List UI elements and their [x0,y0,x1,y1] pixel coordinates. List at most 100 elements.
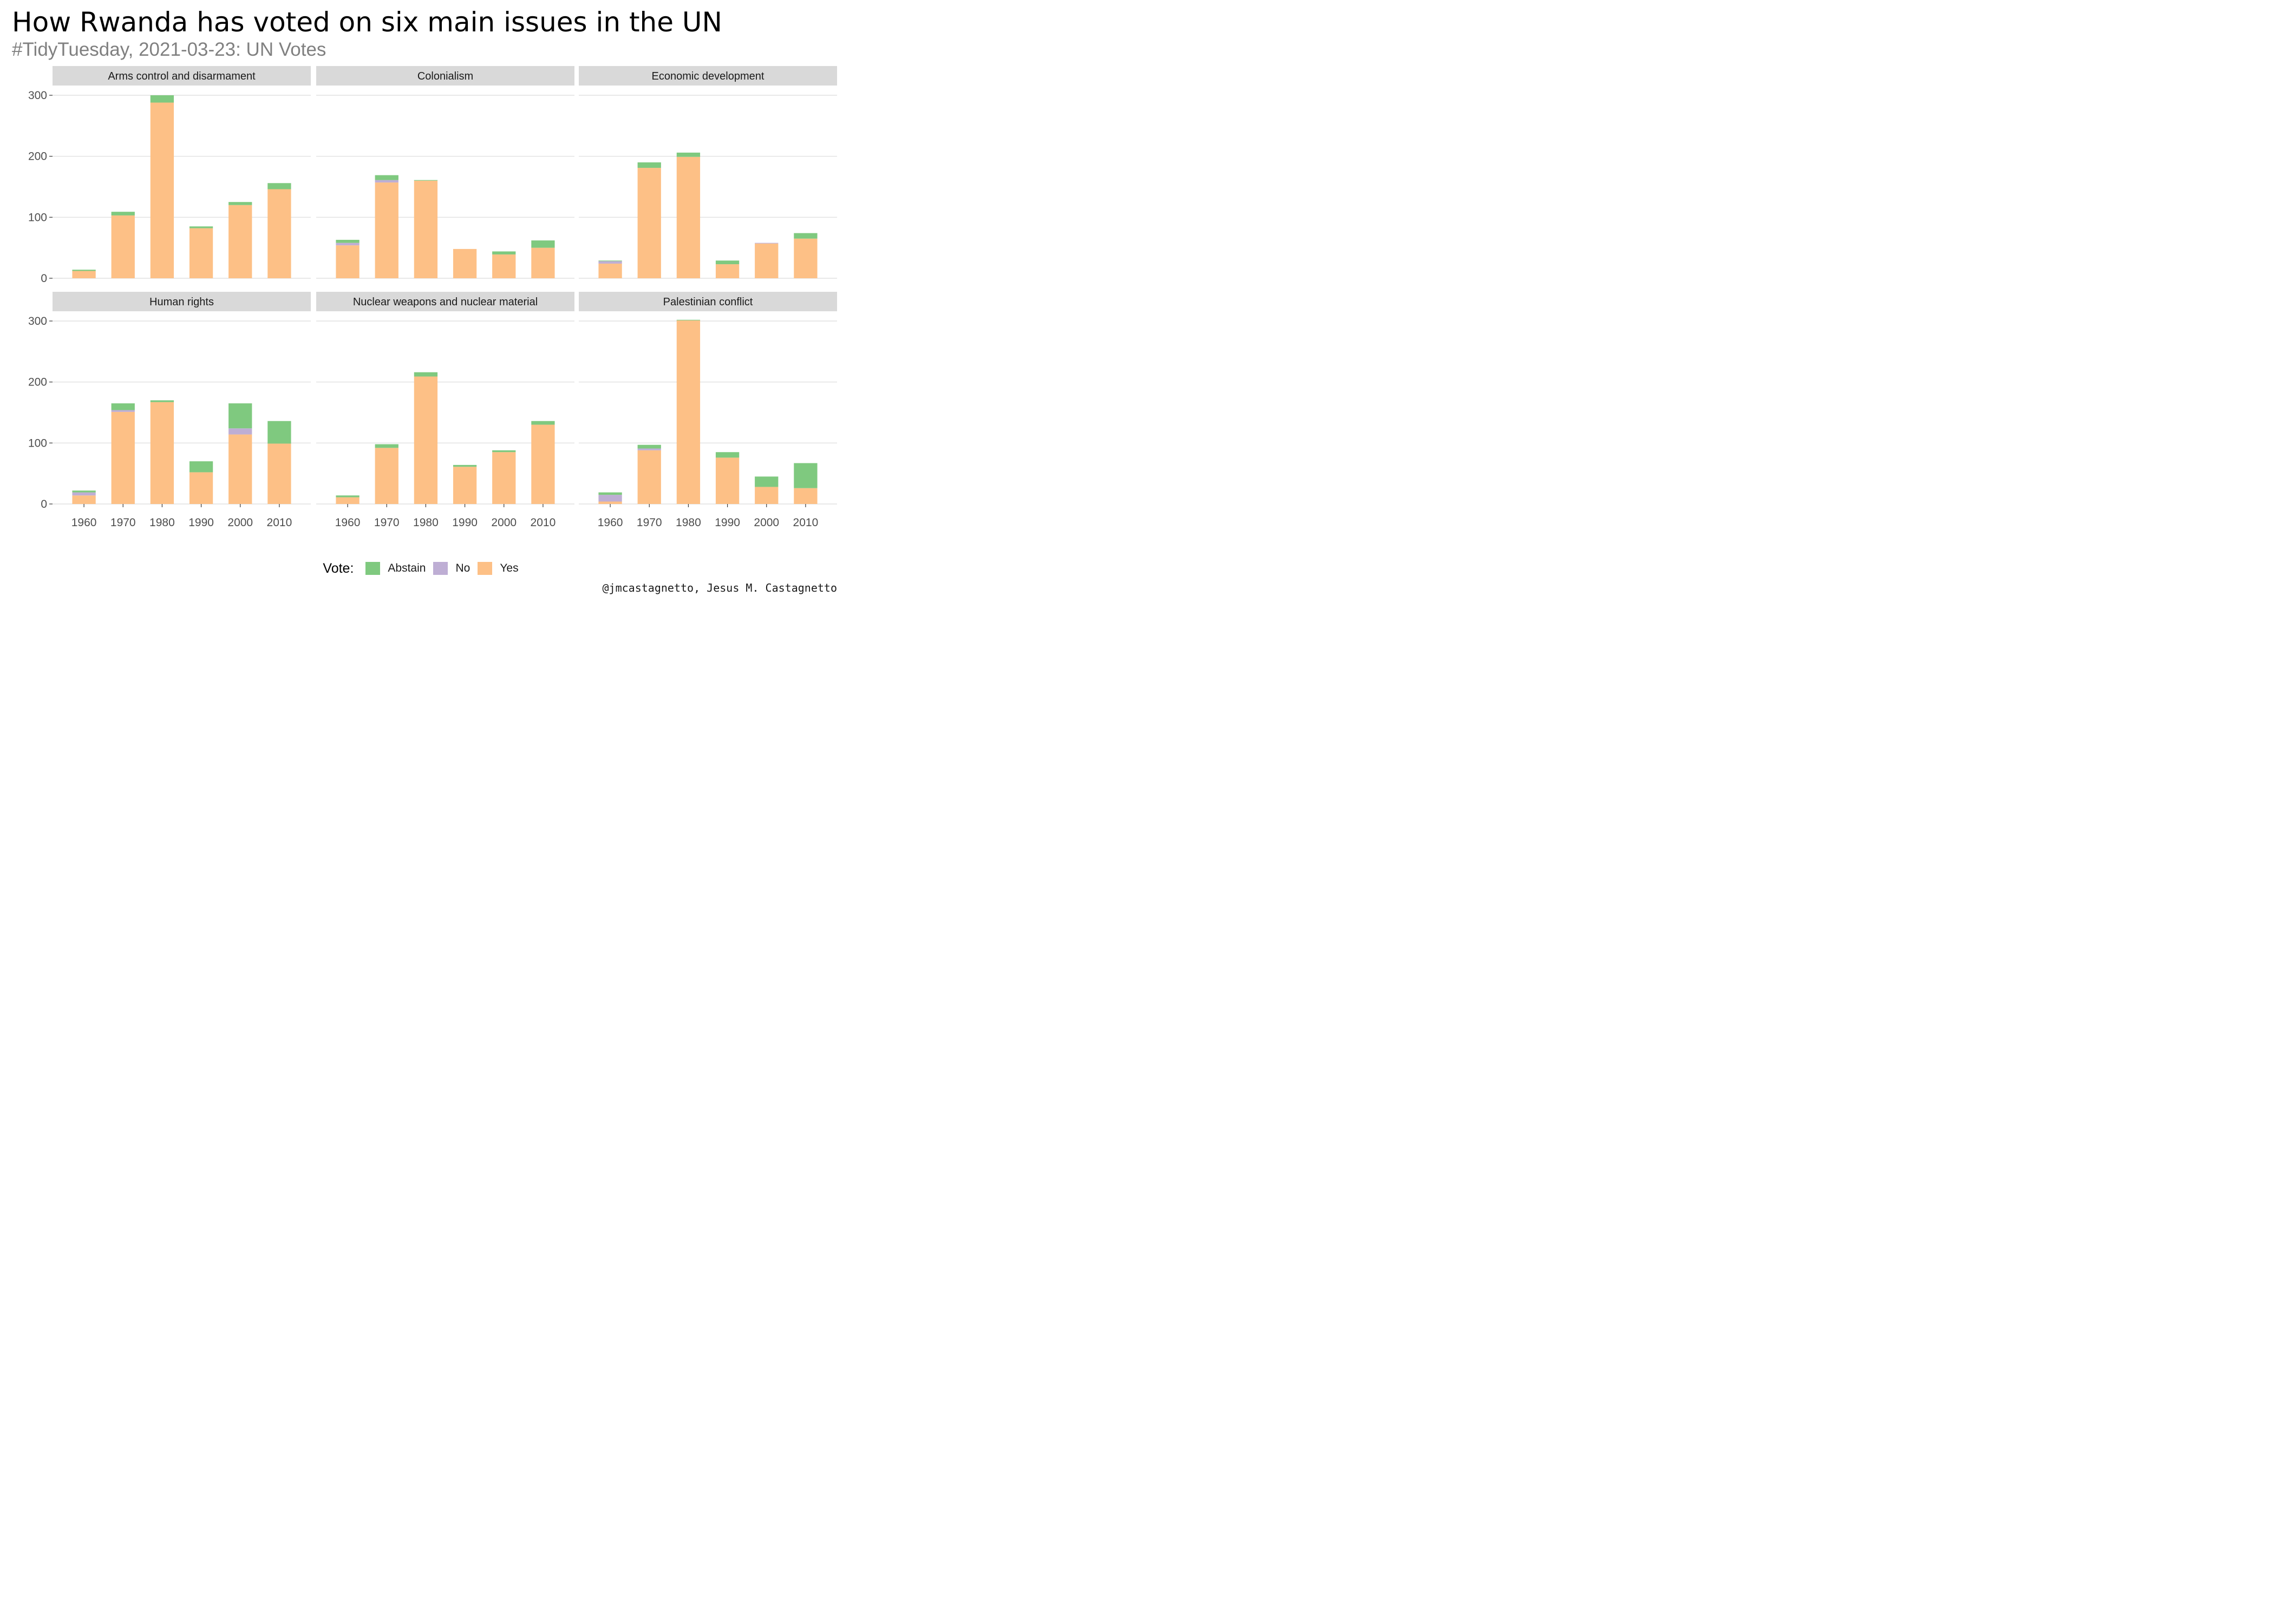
panel-title: Economic development [652,70,764,82]
bar-yes-1980 [150,102,174,278]
strip-background [316,66,574,86]
legend-key-abstain [365,562,381,575]
bar-yes-2010 [794,238,818,278]
bar-yes-1970 [111,411,135,504]
x-tick-label: 2010 [531,516,556,529]
x-tick-label: 1970 [637,516,662,529]
y-tick-label: 300 [28,89,47,102]
bar-abstain-1980 [414,372,438,377]
x-tick-label: 2010 [793,516,819,529]
x-tick-label: 1980 [676,516,701,529]
legend-item-yes: Yes [478,562,519,575]
x-tick-label: 1990 [715,516,740,529]
y-tick-label: 100 [28,211,47,224]
bar-yes-1960 [598,501,622,504]
x-tick-label: 2000 [491,516,517,529]
bar-abstain-2000 [492,251,516,255]
x-tick-label: 1960 [598,516,623,529]
bar-yes-1970 [375,182,398,278]
bar-abstain-1990 [189,461,213,473]
x-tick-label: 1970 [374,516,400,529]
bar-abstain-1960 [72,270,96,271]
bar-no-1970 [637,448,661,450]
bar-abstain-2000 [492,450,516,453]
panel-palestinian-conflict: Palestinian conflict 1960 1970 1980 1990 2000… [579,292,837,529]
bar-abstain-2000 [228,403,252,429]
legend: Vote: Abstain No Yes [0,559,849,578]
x-tick-label: 2000 [227,516,253,529]
x-tick-label: 1990 [452,516,478,529]
bar-abstain-1970 [375,175,398,180]
x-tick-label: 1960 [335,516,361,529]
bar-yes-1960 [72,271,96,278]
panel-title: Arms control and disarmament [108,70,256,82]
bar-yes-2000 [492,254,516,278]
strip-background [53,292,311,311]
panel-arms-control-and-disarmament: Arms control and disarmament 0 100 200 300 [28,66,311,285]
strip-background [579,66,837,86]
bar-abstain-2000 [755,476,779,487]
bar-abstain-2010 [267,421,291,444]
bar-abstain-1960 [598,260,622,261]
panel-title: Nuclear weapons and nuclear material [353,296,538,308]
bar-yes-2000 [755,243,779,278]
bar-yes-1990 [715,264,740,278]
bar-abstain-1960 [336,495,360,497]
bar-no-2000 [755,243,779,244]
bar-yes-1990 [715,457,740,504]
panel-nuclear-weapons-and-nuclear-material: Nuclear weapons and nuclear material 1960… [316,292,574,529]
bar-yes-2000 [755,487,779,504]
y-tick-label: 300 [28,315,47,328]
bar-abstain-1980 [150,400,174,402]
bar-no-1970 [375,180,398,183]
bar-yes-1970 [637,450,661,504]
strip-background [316,292,574,311]
faceted-bar-chart: Arms control and disarmament 0 100 200 300 Co… [28,66,837,529]
bar-yes-1970 [375,448,398,504]
bar-yes-1980 [414,376,438,504]
bar-abstain-1990 [453,464,477,467]
legend-label-yes: Yes [500,562,519,574]
x-tick-label: 1980 [413,516,439,529]
bar-yes-2010 [794,488,818,504]
y-tick-label: 100 [28,437,47,449]
bar-abstain-1970 [375,444,398,448]
legend-key-no [433,562,448,575]
bar-abstain-1980 [150,95,174,103]
bar-abstain-1960 [598,492,622,495]
bar-abstain-1970 [111,403,135,410]
caption: @jmcastagnetto, Jesus M. Castagnetto [602,581,837,594]
bar-yes-2000 [228,205,252,278]
y-tick-label: 200 [28,150,47,163]
bar-yes-2010 [531,424,555,504]
y-tick-label: 0 [41,498,47,510]
y-tick-label: 0 [41,272,47,285]
bar-abstain-1990 [715,260,740,265]
bar-yes-2000 [228,434,252,504]
legend-item-no: No [433,562,470,575]
bar-no-1960 [72,492,96,496]
chart-subtitle: #TidyTuesday, 2021-03-23: UN Votes [12,39,326,60]
bar-yes-1990 [189,472,213,504]
bar-yes-1990 [453,248,477,278]
strip-background [579,292,837,311]
bar-no-2000 [228,428,252,435]
bar-abstain-2010 [794,463,818,488]
bar-yes-2000 [492,452,516,504]
bar-abstain-1990 [189,226,213,228]
y-tick-label: 200 [28,376,47,389]
bar-yes-1960 [598,263,622,278]
x-tick-label: 1990 [188,516,214,529]
panel-colonialism: Colonialism [316,66,574,279]
x-tick-label: 1980 [149,516,175,529]
bar-yes-1960 [72,495,96,504]
bar-yes-2010 [267,189,291,278]
bar-abstain-1970 [637,444,661,449]
bar-no-1960 [336,243,360,246]
bar-abstain-1960 [336,240,360,243]
bar-abstain-1970 [111,212,135,215]
bar-yes-1980 [676,320,701,504]
bar-abstain-1960 [72,490,96,493]
bar-no-1960 [598,495,622,502]
bar-abstain-2010 [531,421,555,425]
